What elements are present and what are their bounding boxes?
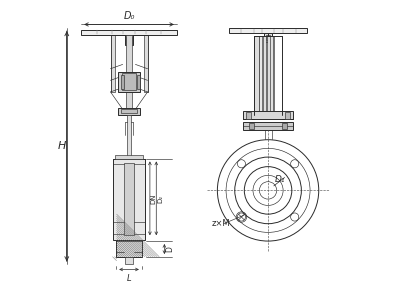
Text: H: H <box>57 141 66 151</box>
Bar <box>126 37 132 44</box>
Bar <box>116 155 143 159</box>
Text: DN: DN <box>151 194 157 204</box>
Bar <box>118 108 140 115</box>
Bar <box>122 73 136 91</box>
Bar <box>267 36 272 115</box>
Text: D₀: D₀ <box>123 11 135 21</box>
Bar <box>116 240 142 257</box>
Bar <box>244 122 293 129</box>
Bar <box>124 163 134 235</box>
Bar <box>118 72 140 92</box>
Bar <box>270 36 273 114</box>
Text: z×M: z×M <box>212 219 230 228</box>
Text: D: D <box>165 246 174 252</box>
Bar <box>266 35 270 40</box>
Bar <box>259 36 262 115</box>
Text: D₁: D₁ <box>274 175 285 184</box>
Bar <box>110 36 114 92</box>
Bar <box>113 159 145 239</box>
Bar <box>127 115 131 159</box>
Bar <box>272 36 274 115</box>
Bar <box>144 36 148 92</box>
Text: D₂: D₂ <box>157 195 163 203</box>
Bar <box>285 112 290 118</box>
Bar <box>254 36 259 115</box>
Bar <box>229 28 307 33</box>
Bar <box>249 123 254 129</box>
Bar <box>121 109 137 113</box>
Bar <box>282 123 286 129</box>
Bar <box>125 257 133 264</box>
Bar <box>81 30 177 35</box>
Bar <box>264 33 272 42</box>
Bar <box>137 74 140 89</box>
Bar <box>244 111 293 119</box>
Bar <box>263 36 266 114</box>
Text: L: L <box>127 274 131 283</box>
Bar <box>116 239 142 257</box>
Bar <box>121 74 124 89</box>
Bar <box>246 112 251 118</box>
Bar <box>126 36 132 109</box>
Bar <box>125 35 133 45</box>
